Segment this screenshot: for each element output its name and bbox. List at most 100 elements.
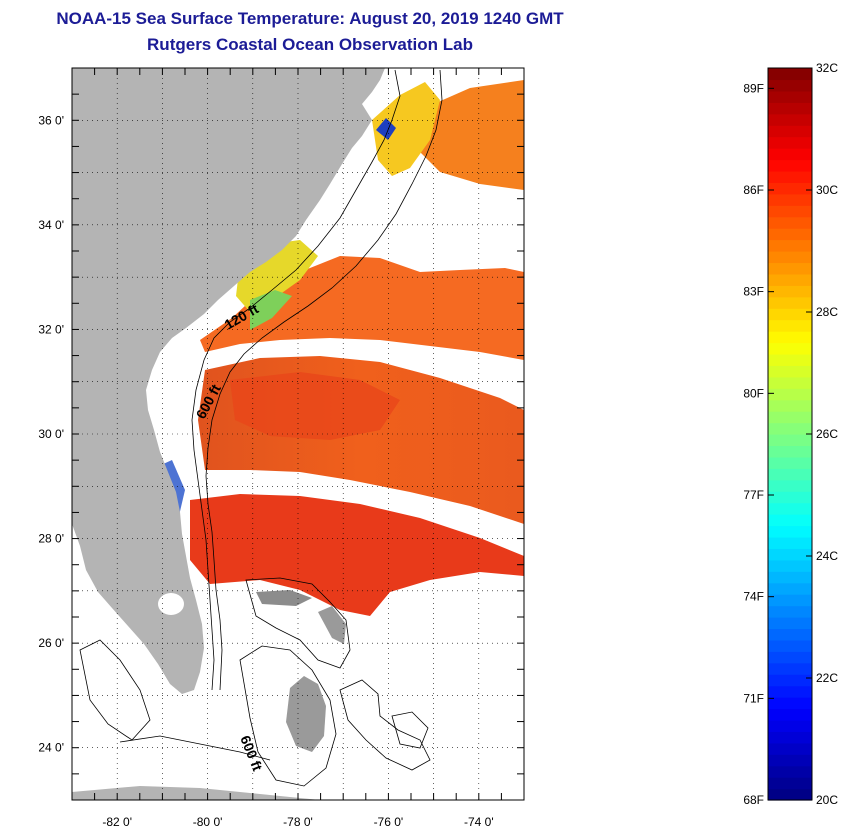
celsius-label: 28C <box>816 305 838 319</box>
longitude-tick-labels: -82 0' -80 0' -78 0' -76 0' -74 0' <box>102 815 493 829</box>
contour-bahamas-3 <box>339 679 431 771</box>
land-cuba <box>72 786 320 800</box>
colorbar-step <box>768 376 812 389</box>
colorbar-step <box>768 468 812 481</box>
colorbar-step <box>768 68 812 81</box>
lon-tick-label: -82 0' <box>102 815 132 829</box>
contour-bahamas-1 <box>245 577 351 669</box>
lon-tick-label: -80 0' <box>193 815 223 829</box>
colorbar-step <box>768 365 812 378</box>
colorbar-celsius-labels: 32C 30C 28C 26C 24C 22C 20C <box>816 61 838 807</box>
fahrenheit-label: 83F <box>743 285 764 299</box>
map-title: NOAA-15 Sea Surface Temperature: August … <box>56 9 564 28</box>
colorbar-step <box>768 422 812 435</box>
colorbar-step <box>768 285 812 298</box>
colorbar-step <box>768 582 812 595</box>
colorbar-step <box>768 651 812 664</box>
colorbar-step <box>768 697 812 710</box>
colorbar-step <box>768 90 812 103</box>
colorbar-step <box>768 525 812 538</box>
contour-keys <box>119 735 271 761</box>
celsius-label: 22C <box>816 671 838 685</box>
colorbar-step <box>768 594 812 607</box>
contour-bahamas-4 <box>391 711 429 749</box>
colorbar-step <box>768 605 812 618</box>
colorbar-step <box>768 674 812 687</box>
colorbar-step <box>768 136 812 149</box>
colorbar-step <box>768 170 812 183</box>
contour-bahamas-2 <box>239 645 337 787</box>
fahrenheit-label: 74F <box>743 590 764 604</box>
colorbar-step <box>768 399 812 412</box>
fahrenheit-label: 77F <box>743 488 764 502</box>
sst-shelf-green <box>250 290 292 330</box>
fahrenheit-label: 86F <box>743 183 764 197</box>
colorbar-step <box>768 273 812 286</box>
colorbar-step <box>768 342 812 355</box>
contour-florida-bay <box>79 639 151 741</box>
colorbar-step <box>768 251 812 264</box>
map-frame-ticks <box>71 67 525 801</box>
lat-tick-label: 34 0' <box>38 218 64 232</box>
colorbar-step <box>768 456 812 469</box>
lon-tick-label: -74 0' <box>464 815 494 829</box>
land-bahamas-abaco <box>318 606 346 644</box>
colorbar-step <box>768 491 812 504</box>
fahrenheit-label: 89F <box>743 81 764 95</box>
colorbar-step <box>768 79 812 92</box>
colorbar-step <box>768 125 812 138</box>
fahrenheit-label: 80F <box>743 386 764 400</box>
colorbar-step <box>768 765 812 778</box>
map-subtitle: Rutgers Coastal Ocean Observation Lab <box>147 35 473 54</box>
colorbar-step <box>768 445 812 458</box>
lat-tick-label: 36 0' <box>38 113 64 127</box>
sst-swath-south <box>190 494 524 616</box>
colorbar-ticks <box>768 67 812 801</box>
colorbar-step <box>768 182 812 195</box>
colorbar-step <box>768 479 812 492</box>
colorbar-step <box>768 708 812 721</box>
colorbar-step <box>768 239 812 252</box>
sst-warm-core <box>230 372 400 440</box>
colorbar-step <box>768 514 812 527</box>
colorbar-step <box>768 193 812 206</box>
colorbar-step <box>768 754 812 767</box>
colorbar-step <box>768 731 812 744</box>
colorbar-step <box>768 411 812 424</box>
colorbar-step <box>768 742 812 755</box>
lat-tick-label: 32 0' <box>38 322 64 336</box>
sst-northeast <box>418 80 524 190</box>
colorbar-step <box>768 628 812 641</box>
lat-tick-label: 24 0' <box>38 741 64 755</box>
colorbar-step <box>768 571 812 584</box>
fahrenheit-label: 71F <box>743 691 764 705</box>
colorbar-step <box>768 434 812 447</box>
lat-tick-label: 28 0' <box>38 532 64 546</box>
temperature-colorbar <box>768 68 812 801</box>
colorbar-step <box>768 205 812 218</box>
colorbar-step <box>768 159 812 172</box>
colorbar-step <box>768 353 812 366</box>
contour-600ft <box>205 69 443 691</box>
colorbar-step <box>768 228 812 241</box>
latitude-tick-labels: 36 0' 34 0' 32 0' 30 0' 28 0' 26 0' 24 0' <box>38 113 64 754</box>
colorbar-step <box>768 502 812 515</box>
celsius-label: 32C <box>816 61 838 75</box>
colorbar-step <box>768 777 812 790</box>
sst-swaths <box>150 80 524 616</box>
sst-shelf-cool-nc <box>372 82 440 176</box>
colorbar-step <box>768 113 812 126</box>
colorbar-step <box>768 685 812 698</box>
colorbar-step <box>768 308 812 321</box>
land-bahamas-andros <box>286 676 326 752</box>
lon-tick-label: -78 0' <box>283 815 313 829</box>
colorbar-step <box>768 296 812 309</box>
colorbar-step <box>768 319 812 332</box>
colorbar-step <box>768 548 812 561</box>
colorbar-step <box>768 639 812 652</box>
colorbar-step <box>768 788 812 801</box>
colorbar-step <box>768 617 812 630</box>
colorbar-step <box>768 536 812 549</box>
map-gridlines <box>72 68 524 800</box>
